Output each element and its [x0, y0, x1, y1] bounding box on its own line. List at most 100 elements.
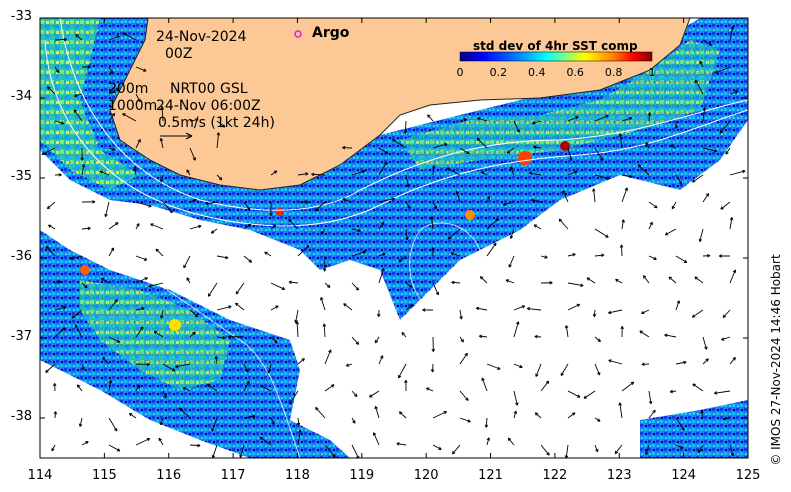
current-vector-head	[533, 224, 538, 228]
current-vector	[324, 444, 336, 458]
current-vector	[558, 218, 569, 230]
current-vector	[531, 199, 542, 203]
current-vector-head	[398, 259, 402, 263]
current-vector	[715, 66, 731, 74]
current-vector-head	[248, 259, 252, 263]
x-tick-label: 119	[349, 468, 375, 483]
current-vector	[54, 120, 65, 125]
current-vectors	[41, 26, 746, 458]
current-vector	[235, 302, 245, 311]
current-vector	[405, 228, 408, 240]
current-vector-head	[137, 98, 141, 103]
current-vector	[459, 352, 468, 365]
current-vector	[594, 147, 604, 161]
current-vector-head	[57, 280, 62, 284]
current-vector-head	[725, 151, 729, 155]
current-vector	[270, 305, 279, 311]
current-vector-head	[398, 374, 402, 379]
current-vector-head	[295, 321, 299, 325]
current-vector	[374, 336, 380, 344]
current-vector-head	[637, 164, 642, 168]
current-vector	[161, 106, 164, 122]
current-vector-head	[143, 257, 148, 261]
current-vector	[54, 306, 66, 311]
current-vector	[510, 166, 515, 176]
current-vector-head	[641, 362, 645, 367]
scale-arrowhead	[185, 132, 193, 140]
current-vector-head	[592, 188, 596, 192]
x-tick-label: 114	[27, 468, 53, 483]
current-vector	[162, 363, 176, 372]
current-vector-head	[406, 184, 410, 188]
current-vector	[189, 309, 199, 318]
current-vector-head	[431, 247, 435, 251]
isobath-200m	[59, 18, 748, 211]
current-vector-head	[654, 204, 658, 209]
current-vector	[486, 437, 490, 446]
current-vector-head	[62, 327, 66, 331]
current-vector	[54, 411, 57, 419]
current-vector-head	[670, 144, 674, 148]
current-vector-head	[505, 279, 510, 283]
current-vector-head	[691, 179, 696, 183]
x-tick-label: 120	[413, 468, 439, 483]
current-vector	[699, 60, 704, 68]
current-vector-head	[648, 400, 653, 405]
current-vector-head	[477, 117, 481, 121]
current-vector-head	[531, 198, 535, 203]
current-vector	[432, 282, 439, 296]
current-vector	[535, 363, 542, 377]
current-vector-head	[136, 384, 141, 389]
current-vector	[486, 242, 497, 257]
current-vector-head	[683, 360, 687, 365]
current-vector-head	[274, 339, 278, 344]
current-vector	[594, 444, 599, 453]
current-vector	[51, 444, 56, 452]
current-vector	[315, 407, 326, 419]
sst-coverage-green-patch-east	[400, 40, 720, 170]
current-vector-head	[405, 236, 409, 241]
current-vector	[486, 363, 501, 370]
current-vector-head	[194, 313, 199, 318]
current-vector	[243, 380, 250, 392]
current-vector-head	[614, 450, 619, 455]
current-vector-head	[41, 151, 45, 155]
current-vector	[675, 300, 680, 311]
current-vector	[324, 349, 332, 365]
current-vector	[311, 173, 326, 176]
current-vector-head	[320, 297, 324, 301]
current-vector	[122, 32, 137, 41]
current-vector-head	[495, 218, 499, 222]
x-tick-label: 123	[606, 468, 632, 483]
current-vector	[235, 282, 245, 295]
current-vector	[614, 444, 623, 454]
current-vector-head	[583, 395, 588, 399]
current-vector-head	[192, 331, 196, 336]
current-vector	[135, 307, 145, 311]
current-vector	[507, 437, 515, 446]
current-vector	[175, 363, 191, 368]
current-vector	[692, 174, 704, 183]
current-vector	[122, 113, 137, 122]
current-vector	[297, 245, 310, 257]
current-vector-head	[108, 379, 113, 384]
current-vector-head	[516, 129, 520, 133]
current-vector	[108, 222, 119, 230]
current-vector	[583, 390, 596, 399]
current-vector	[399, 411, 407, 419]
colorbar-title: std dev of 4hr SST comp	[473, 39, 638, 53]
current-vector-head	[668, 276, 672, 280]
current-vector	[186, 277, 191, 284]
current-vector	[567, 412, 576, 419]
current-vector	[567, 282, 584, 287]
current-vector-head	[382, 252, 386, 257]
current-vector-head	[521, 305, 526, 309]
current-vector-head	[486, 195, 491, 200]
current-vector-head	[476, 137, 481, 142]
current-vector	[243, 255, 252, 263]
current-vector	[432, 411, 447, 419]
current-vector-head	[342, 145, 346, 150]
current-vector-head	[85, 441, 89, 445]
hotspot	[465, 210, 475, 220]
current-vector-head	[481, 377, 485, 381]
